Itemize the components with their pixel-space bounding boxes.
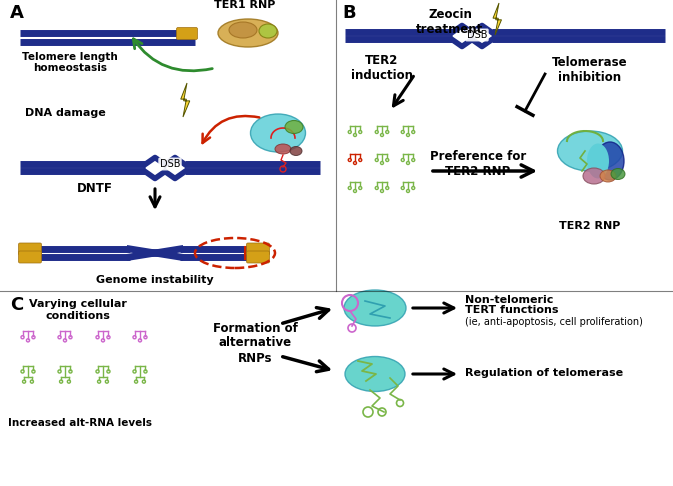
Ellipse shape	[557, 131, 623, 171]
Ellipse shape	[290, 146, 302, 156]
Text: DNA damage: DNA damage	[25, 108, 106, 118]
Text: homeostasis: homeostasis	[33, 63, 107, 73]
Ellipse shape	[275, 144, 291, 154]
Ellipse shape	[587, 143, 609, 178]
Text: DNTF: DNTF	[77, 182, 113, 195]
Text: TER2 RNP: TER2 RNP	[559, 221, 621, 231]
FancyBboxPatch shape	[18, 251, 42, 263]
Text: (ie, anti-apoptosis, cell proliferation): (ie, anti-apoptosis, cell proliferation)	[465, 317, 643, 327]
Text: Varying cellular
conditions: Varying cellular conditions	[29, 299, 127, 321]
Text: A: A	[10, 4, 24, 22]
Text: DSB: DSB	[160, 159, 180, 169]
Ellipse shape	[345, 357, 405, 392]
Text: TER1 RNP: TER1 RNP	[214, 0, 276, 10]
Ellipse shape	[611, 169, 625, 179]
Text: Non-telomeric: Non-telomeric	[465, 295, 553, 305]
Ellipse shape	[600, 170, 616, 182]
Polygon shape	[181, 83, 190, 117]
Ellipse shape	[583, 168, 605, 184]
Ellipse shape	[218, 19, 278, 47]
Text: C: C	[10, 296, 24, 314]
Ellipse shape	[229, 22, 257, 38]
Text: Formation of
alternative
RNPs: Formation of alternative RNPs	[213, 322, 297, 364]
Ellipse shape	[250, 114, 306, 152]
Ellipse shape	[344, 290, 406, 326]
FancyBboxPatch shape	[246, 251, 269, 263]
Polygon shape	[493, 3, 501, 35]
Text: Increased alt-RNA levels: Increased alt-RNA levels	[8, 418, 152, 428]
Text: Preference for
TER2 RNP: Preference for TER2 RNP	[430, 150, 526, 178]
Text: TER2
induction: TER2 induction	[351, 54, 413, 82]
Text: TERT functions: TERT functions	[465, 305, 559, 315]
FancyBboxPatch shape	[246, 243, 269, 255]
Text: DSB: DSB	[467, 30, 487, 40]
Ellipse shape	[285, 121, 303, 134]
Text: Telomere length: Telomere length	[22, 52, 118, 62]
FancyBboxPatch shape	[18, 243, 42, 255]
Text: Telomerase
inhibition: Telomerase inhibition	[552, 56, 628, 84]
FancyBboxPatch shape	[176, 28, 197, 39]
Ellipse shape	[596, 142, 624, 180]
Text: Zeocin
treatment: Zeocin treatment	[417, 8, 484, 36]
Text: B: B	[342, 4, 355, 22]
Ellipse shape	[259, 24, 277, 38]
Text: Genome instability: Genome instability	[96, 275, 214, 285]
Text: Regulation of telomerase: Regulation of telomerase	[465, 368, 623, 378]
